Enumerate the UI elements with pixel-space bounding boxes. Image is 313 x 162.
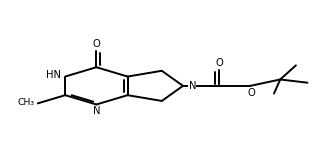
Text: HN: HN xyxy=(46,70,61,80)
Text: N: N xyxy=(189,81,196,91)
Text: O: O xyxy=(93,39,100,49)
Text: O: O xyxy=(215,58,223,68)
Text: N: N xyxy=(93,106,100,116)
Text: CH₃: CH₃ xyxy=(17,98,34,107)
Text: O: O xyxy=(248,88,256,98)
